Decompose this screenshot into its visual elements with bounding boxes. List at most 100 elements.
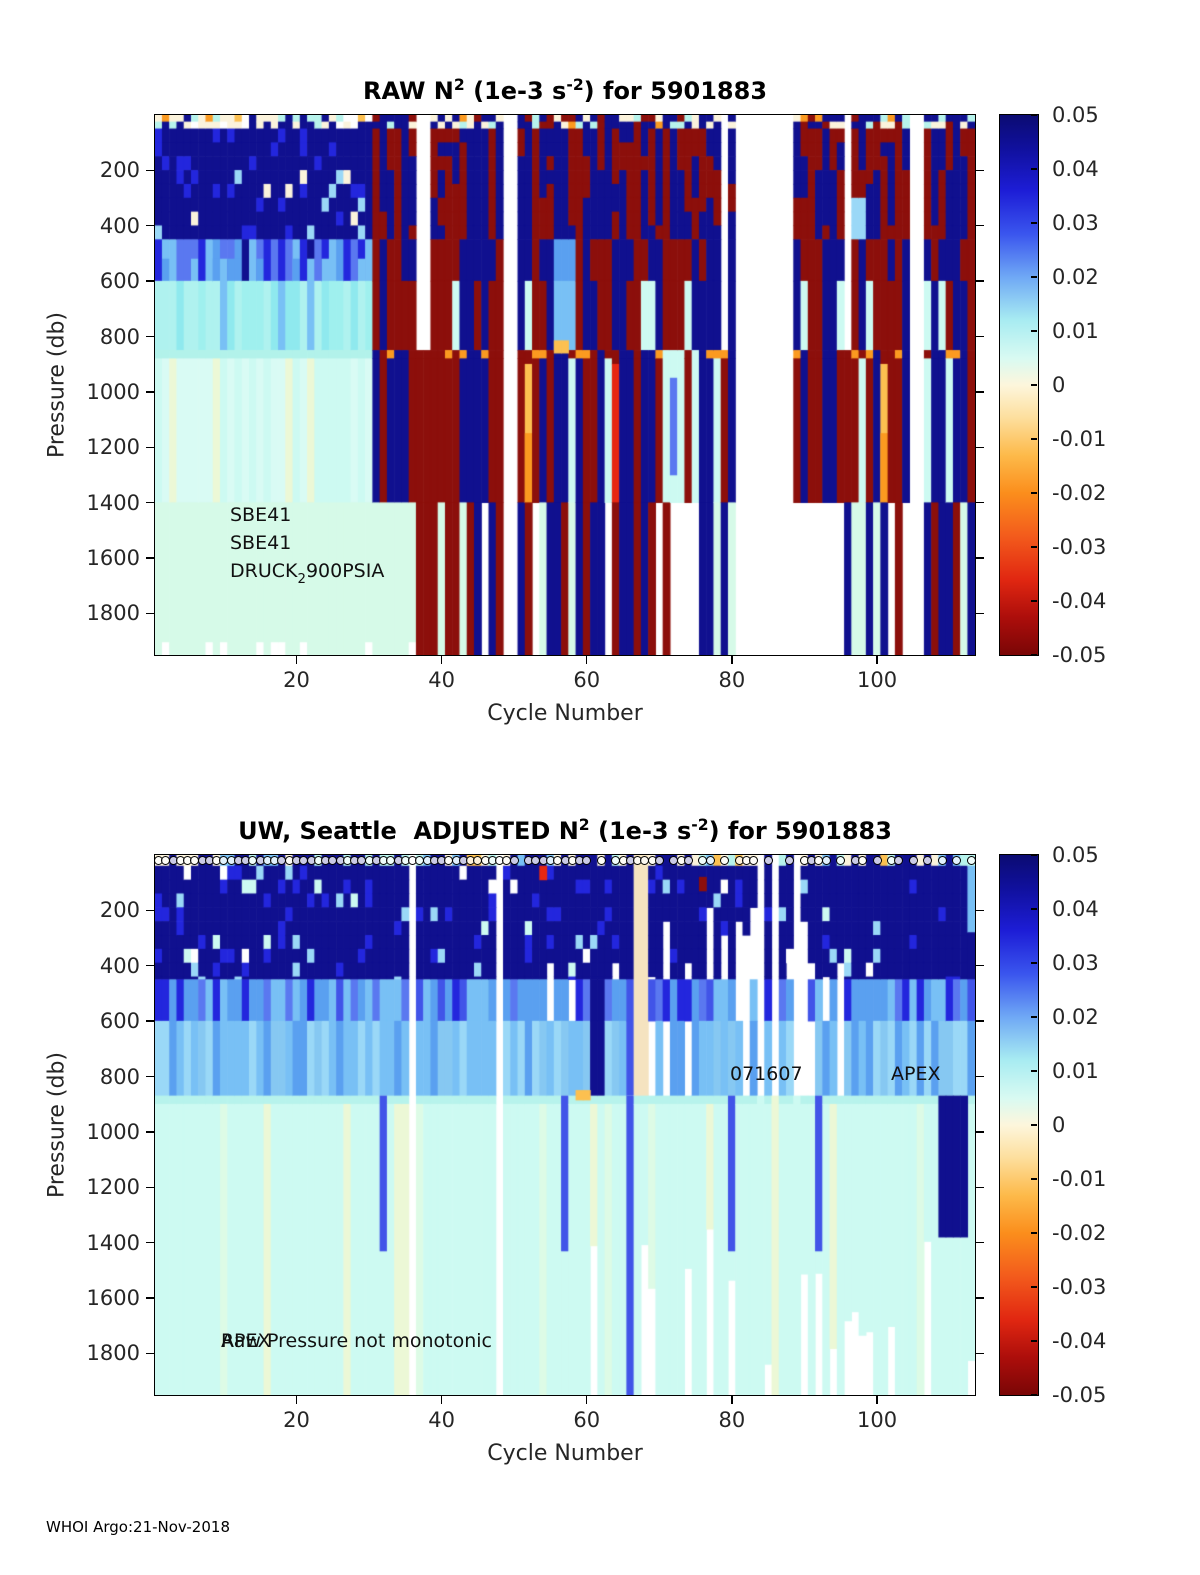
text-segment: APEX [221, 1330, 271, 1352]
y-tick-right [976, 501, 984, 504]
y-tick-right [976, 280, 984, 282]
y-tick [146, 501, 154, 504]
colorbar-tick [1031, 1340, 1037, 1342]
y-tick-label: 1800 [86, 1341, 140, 1366]
cycle-marker [821, 856, 831, 865]
y-tick [146, 557, 154, 559]
y-tick-right [976, 1297, 984, 1299]
y-tick-right [976, 225, 984, 227]
text-segment: Raw Pressure not monotonic [221, 1330, 492, 1352]
x-tick [295, 656, 298, 664]
colorbar-tick [1031, 492, 1037, 494]
cycle-marker [509, 856, 519, 865]
colorbar-tick [1031, 438, 1037, 440]
y-tick [146, 169, 154, 172]
plot-area-adjusted: 071607 APEX APEX Raw Pressure not monotonic [154, 854, 976, 1396]
annotation-adjusted-2: APEX [221, 1329, 270, 1353]
text-segment: SBE41 [230, 504, 292, 526]
raw-heatmap-canvas [155, 115, 975, 655]
y-tick-right [976, 391, 984, 393]
y-tick-right [976, 1186, 984, 1188]
y-tick [146, 1352, 154, 1355]
text-segment: 900PSIA [305, 560, 385, 582]
x-tick [876, 656, 878, 664]
cycle-marker [937, 856, 947, 865]
colorbar-tick [1031, 1178, 1037, 1180]
y-tick-right [976, 909, 984, 912]
text-segment: APEX [891, 1063, 941, 1085]
cycle-marker [582, 856, 592, 865]
colorbar-tick-label: 0.01 [1052, 319, 1099, 343]
colorbar-tick [1031, 1124, 1037, 1126]
colorbar-tick-label: 0.04 [1052, 157, 1099, 181]
colorbar-tick [1031, 600, 1037, 602]
colorbar-tick [1031, 546, 1037, 548]
y-tick [146, 965, 154, 967]
y-tick [146, 1297, 154, 1299]
plot-title-adjusted: UW, Seattle ADJUSTED N2 (1e-3 s-2) for 5… [155, 816, 975, 845]
colorbar-tick [1031, 1070, 1037, 1072]
cycle-marker [654, 856, 664, 865]
x-tick-label: 100 [856, 668, 898, 692]
cycle-marker [952, 856, 962, 865]
cycle-marker [683, 856, 693, 865]
colorbar-tick-label: 0.02 [1052, 1005, 1099, 1029]
y-tick-label: 1200 [86, 435, 140, 460]
text-segment: (1e-3 s [589, 817, 692, 845]
superscript: -2 [566, 76, 584, 95]
x-tick-label: 20 [283, 668, 310, 692]
colorbar-tick [1031, 908, 1037, 910]
y-tick-label: 400 [99, 953, 140, 978]
x-tick-label: 60 [573, 1408, 601, 1432]
adjusted-heatmap-canvas [155, 855, 975, 1395]
text-segment: UW, Seattle ADJUSTED N [238, 817, 579, 845]
annotation-adjusted-0: 071607 [730, 1062, 803, 1086]
superscript: 2 [578, 816, 590, 835]
text-segment: DRUCK [230, 560, 298, 582]
cycle-marker [596, 856, 606, 865]
y-tick [146, 446, 154, 448]
superscript: 2 [453, 76, 465, 95]
x-tick-label: 60 [573, 668, 601, 692]
cycle-marker [705, 856, 715, 865]
colorbar-tick-label: 0.04 [1052, 897, 1099, 921]
y-tick [146, 391, 154, 393]
colorbar-tick-label: -0.03 [1052, 535, 1107, 559]
y-tick [146, 1075, 154, 1078]
colorbar-tick [1031, 384, 1037, 386]
annotation-adjusted-3: Raw Pressure not monotonic [221, 1329, 492, 1353]
x-tick [731, 1396, 733, 1404]
colorbar-tick-label: -0.01 [1052, 1167, 1107, 1191]
y-axis-label: Pressure (db) [44, 311, 70, 459]
y-tick [146, 1131, 154, 1133]
cycle-marker [836, 856, 846, 865]
y-tick-label: 1400 [86, 490, 140, 515]
colorbar-tick-label: -0.04 [1052, 589, 1107, 613]
y-tick [146, 909, 154, 912]
x-tick-label: 40 [428, 668, 455, 692]
colorbar-tick [1031, 330, 1037, 332]
cycle-marker [763, 856, 773, 865]
x-axis-label: Cycle Number [487, 1441, 643, 1466]
x-tick-label: 100 [856, 1408, 898, 1432]
y-tick-label: 600 [99, 1009, 140, 1034]
y-tick-right [976, 557, 984, 559]
colorbar-tick-label: -0.03 [1052, 1275, 1107, 1299]
footer-text: WHOI Argo:21-Nov-2018 [46, 1518, 230, 1536]
annotation-raw-1: SBE41 [230, 531, 291, 555]
colorbar-tick [1031, 1232, 1037, 1234]
y-tick [146, 1241, 154, 1244]
colorbar-tick [1031, 1286, 1037, 1288]
cycle-marker [858, 856, 868, 865]
text-segment: 071607 [730, 1063, 803, 1085]
y-tick-label: 200 [99, 898, 140, 923]
cycle-marker [785, 856, 795, 865]
colorbar-tick [1031, 114, 1037, 116]
cycle-marker [966, 856, 976, 865]
y-tick-label: 1200 [86, 1175, 140, 1200]
y-tick-right [976, 335, 984, 338]
colorbar-tick-label: -0.02 [1052, 1221, 1107, 1245]
colorbar-tick-label: 0.05 [1052, 103, 1099, 127]
colorbar-tick [1031, 276, 1037, 278]
cycle-marker [749, 856, 759, 865]
